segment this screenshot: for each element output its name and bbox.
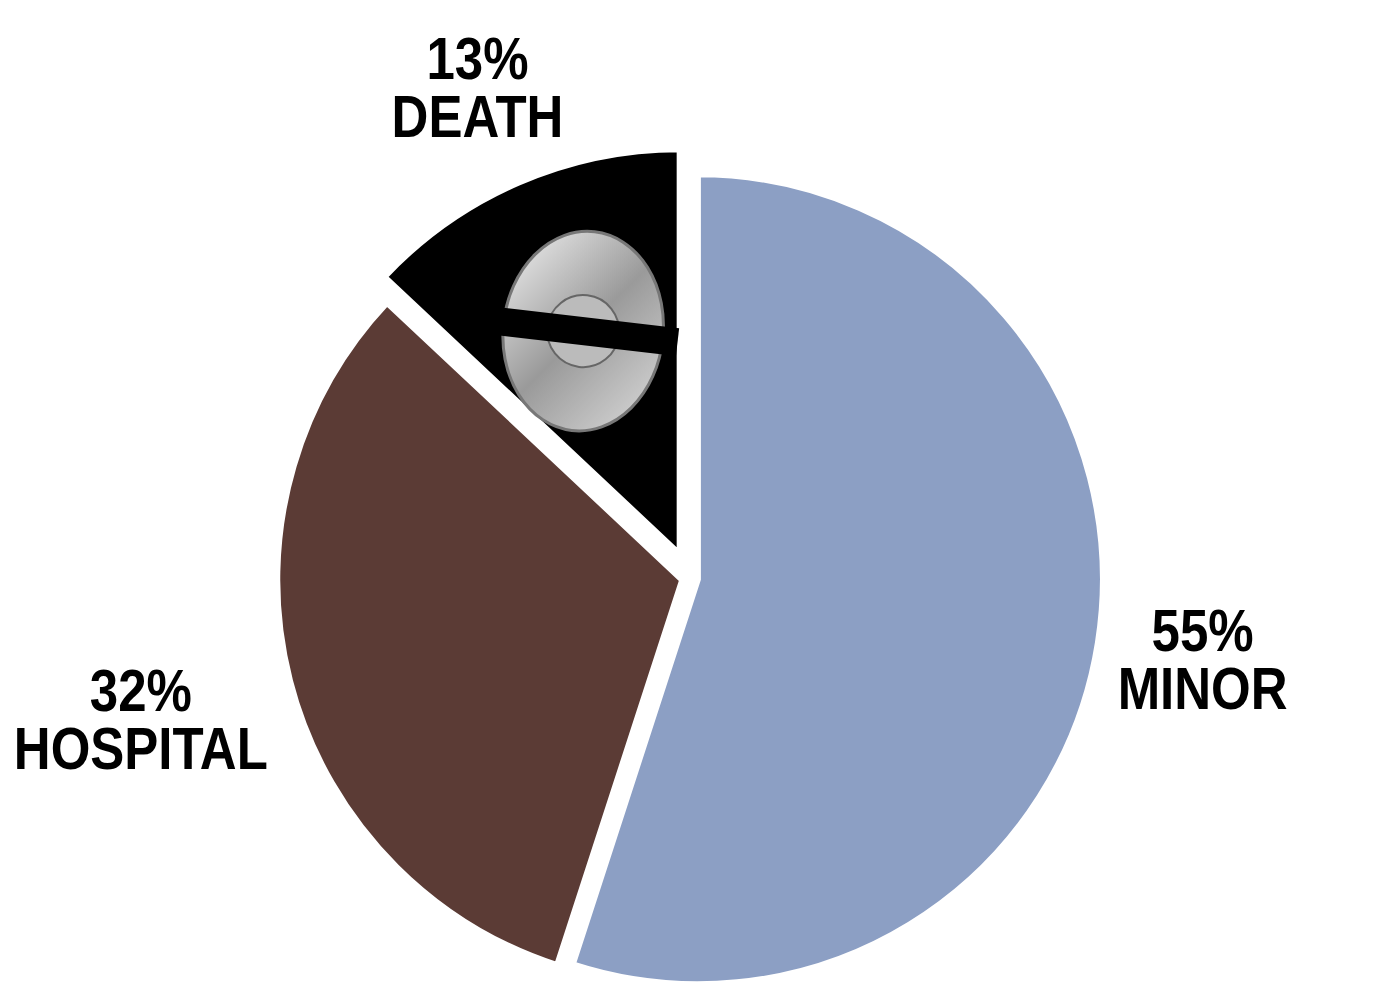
value-label: 13% xyxy=(426,25,528,92)
value-label: 32% xyxy=(90,657,192,724)
category-label: MINOR xyxy=(1118,655,1288,722)
slice-label: 13%DEATH xyxy=(392,25,564,150)
badge-icon xyxy=(477,221,689,442)
chart-root: 55%MINOR 32%HOSPITAL 13%DEATH xyxy=(0,0,1376,1000)
slice-label: 55%MINOR xyxy=(1118,597,1288,722)
category-label: DEATH xyxy=(392,83,564,150)
category-label: HOSPITAL xyxy=(14,715,268,782)
value-label: 55% xyxy=(1152,597,1254,664)
labels: 55%MINOR 32%HOSPITAL 13%DEATH xyxy=(14,25,1288,782)
slices xyxy=(277,149,1103,984)
slice-label: 32%HOSPITAL xyxy=(14,657,268,782)
pie-slice xyxy=(384,149,679,554)
